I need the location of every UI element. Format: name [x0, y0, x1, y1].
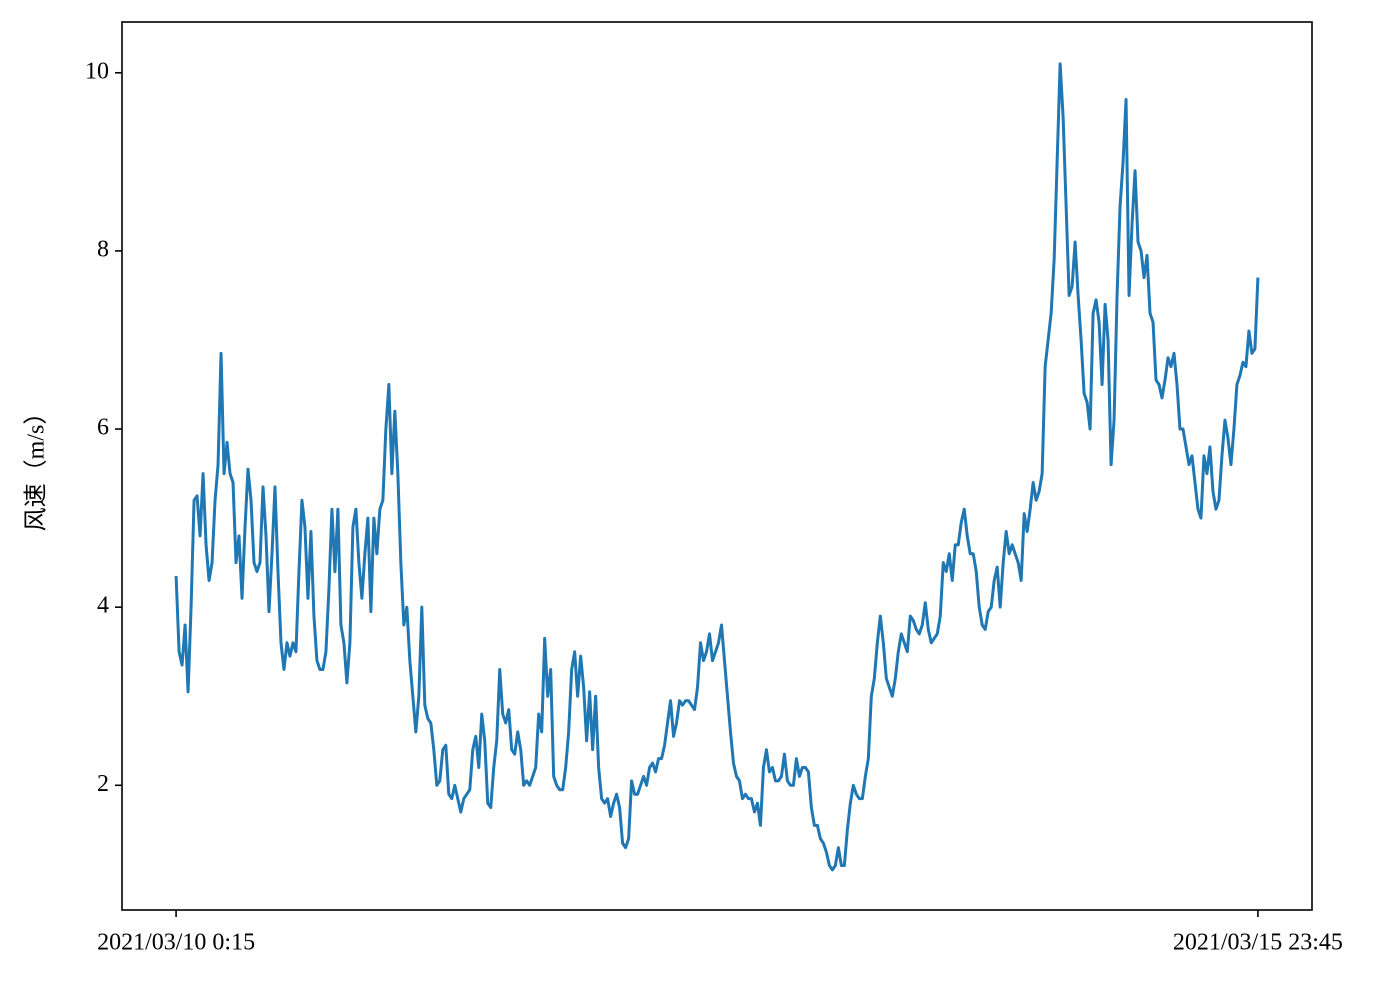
- y-tick-label: 10: [85, 58, 109, 84]
- y-tick-label: 6: [97, 415, 109, 441]
- y-axis-label: 风速（m/s）: [23, 401, 50, 532]
- y-tick-label: 4: [97, 593, 109, 619]
- y-tick-label: 2: [97, 771, 109, 797]
- plot-frame: [121, 21, 1313, 911]
- x-tick-label: 2021/03/10 0:15: [97, 930, 255, 956]
- x-tick-label: 2021/03/15 23:45: [1173, 930, 1343, 956]
- line-series: [174, 62, 1260, 872]
- y-tick-label: 8: [97, 236, 109, 262]
